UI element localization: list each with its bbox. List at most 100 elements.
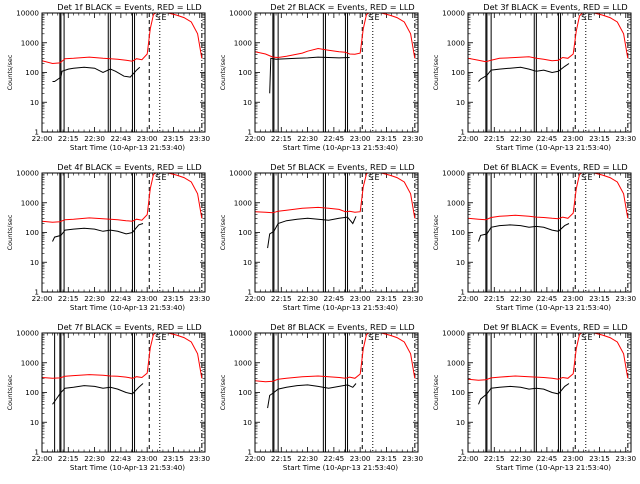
- x-tick-label: 22:15: [271, 454, 292, 463]
- y-tick-label: 10000: [16, 169, 39, 178]
- y-tick-label: 10000: [442, 9, 465, 18]
- y-tick-label: 10000: [16, 329, 39, 338]
- detector-panel: Det 2f BLACK = Events, RED = LLD Counts/s…: [213, 0, 426, 160]
- y-axis-label: Counts/sec: [219, 54, 227, 90]
- x-tick-label: 22:15: [271, 294, 292, 303]
- x-axis-label: Start Time (10-Apr-13 21:53:40): [496, 463, 611, 472]
- panel-chart: Det 2f BLACK = Events, RED = LLD Counts/s…: [219, 2, 424, 152]
- x-tick-label: 23:30: [402, 454, 423, 463]
- lld-series-line: [42, 333, 203, 379]
- y-tick-label: 1: [34, 128, 39, 137]
- x-axis-label: Start Time (10-Apr-13 21:53:40): [496, 143, 611, 152]
- time-marker-label: E: [161, 13, 166, 22]
- plot-area: [255, 173, 416, 292]
- x-tick-label: 22:30: [297, 134, 318, 143]
- y-tick-label: 10: [456, 98, 466, 107]
- events-series-line: [478, 383, 570, 405]
- panel-chart: Det 8f BLACK = Events, RED = LLD Counts/s…: [219, 322, 424, 472]
- y-tick-label: 10: [243, 98, 253, 107]
- time-marker-label: E: [374, 13, 379, 22]
- y-axis-label: Counts/sec: [6, 214, 14, 250]
- events-series-line: [478, 63, 570, 82]
- lld-series-line: [468, 333, 629, 381]
- x-tick-label: 22:30: [297, 294, 318, 303]
- panel-title: Det 1f BLACK = Events, RED = LLD: [57, 2, 201, 12]
- y-tick-label: 1000: [234, 38, 253, 47]
- plot-area: [255, 13, 416, 132]
- x-tick-label: 23:00: [137, 294, 158, 303]
- x-tick-label: 22:00: [32, 454, 53, 463]
- detector-panel: Det 9f BLACK = Events, RED = LLD Counts/s…: [426, 320, 639, 480]
- x-tick-label: 23:15: [376, 294, 397, 303]
- y-tick-label: 100: [238, 388, 252, 397]
- y-tick-label: 10000: [229, 169, 252, 178]
- time-marker-label: E: [587, 173, 592, 182]
- plot-area: [468, 173, 629, 292]
- x-tick-label: 23:30: [615, 454, 636, 463]
- events-series-line: [267, 383, 357, 409]
- x-tick-label: 23:15: [163, 454, 184, 463]
- y-tick-label: 10000: [229, 329, 252, 338]
- x-tick-label: 22:45: [537, 134, 558, 143]
- y-axis-label: Counts/sec: [219, 214, 227, 250]
- y-tick-label: 100: [25, 68, 39, 77]
- plot-area: [255, 333, 416, 452]
- time-marker-label: E: [161, 173, 166, 182]
- y-tick-label: 10: [30, 98, 40, 107]
- lld-series-line: [255, 333, 416, 383]
- plot-frame: [467, 12, 632, 133]
- x-tick-label: 22:15: [58, 134, 79, 143]
- x-axis-label: Start Time (10-Apr-13 21:53:40): [70, 143, 185, 152]
- time-marker-label: S: [155, 333, 160, 342]
- x-tick-label: 23:15: [589, 294, 610, 303]
- events-series-line: [52, 383, 144, 405]
- x-tick-label: 23:30: [402, 294, 423, 303]
- y-tick-label: 1000: [21, 198, 40, 207]
- events-series-line: [478, 223, 570, 242]
- y-tick-label: 1: [247, 448, 252, 457]
- lld-series-line: [468, 173, 629, 221]
- y-tick-label: 1: [247, 128, 252, 137]
- y-tick-label: 1: [34, 288, 39, 297]
- x-tick-label: 23:00: [350, 294, 371, 303]
- x-axis-label: Start Time (10-Apr-13 21:53:40): [283, 463, 398, 472]
- time-marker-label: S: [155, 13, 160, 22]
- x-tick-label: 22:30: [84, 454, 105, 463]
- x-tick-label: 23:15: [376, 454, 397, 463]
- y-axis-label: Counts/sec: [432, 214, 440, 250]
- x-tick-label: 22:45: [537, 454, 558, 463]
- detector-panel: Det 1f BLACK = Events, RED = LLD Counts/s…: [0, 0, 213, 160]
- y-tick-label: 1000: [21, 358, 40, 367]
- plot-frame: [254, 332, 419, 453]
- panel-chart: Det 3f BLACK = Events, RED = LLD Counts/s…: [432, 2, 637, 152]
- y-tick-label: 10: [243, 418, 253, 427]
- y-tick-label: 10: [456, 418, 466, 427]
- time-marker-label: S: [368, 333, 373, 342]
- time-marker-label: S: [368, 13, 373, 22]
- y-tick-label: 1: [460, 288, 465, 297]
- y-axis-label: Counts/sec: [6, 374, 14, 410]
- lld-series-line: [468, 13, 629, 63]
- x-tick-label: 23:00: [137, 134, 158, 143]
- events-series-line: [269, 56, 350, 94]
- x-tick-label: 23:00: [137, 454, 158, 463]
- y-tick-label: 10000: [16, 9, 39, 18]
- y-tick-label: 1: [460, 448, 465, 457]
- plot-area: [42, 173, 203, 292]
- detector-panel: Det 5f BLACK = Events, RED = LLD Counts/s…: [213, 160, 426, 320]
- panel-chart: Det 4f BLACK = Events, RED = LLD Counts/s…: [6, 162, 211, 312]
- x-tick-label: 22:45: [324, 134, 345, 143]
- x-tick-label: 22:30: [510, 134, 531, 143]
- time-marker-label: E: [587, 333, 592, 342]
- x-tick-label: 23:30: [189, 134, 210, 143]
- detector-panel: Det 8f BLACK = Events, RED = LLD Counts/s…: [213, 320, 426, 480]
- x-tick-label: 22:30: [297, 454, 318, 463]
- y-tick-label: 1: [247, 288, 252, 297]
- x-tick-label: 22:43: [111, 294, 132, 303]
- x-tick-label: 22:00: [458, 134, 479, 143]
- y-tick-label: 1000: [21, 38, 40, 47]
- plot-area: [468, 333, 629, 452]
- y-tick-label: 10: [456, 258, 466, 267]
- x-axis-label: Start Time (10-Apr-13 21:53:40): [496, 303, 611, 312]
